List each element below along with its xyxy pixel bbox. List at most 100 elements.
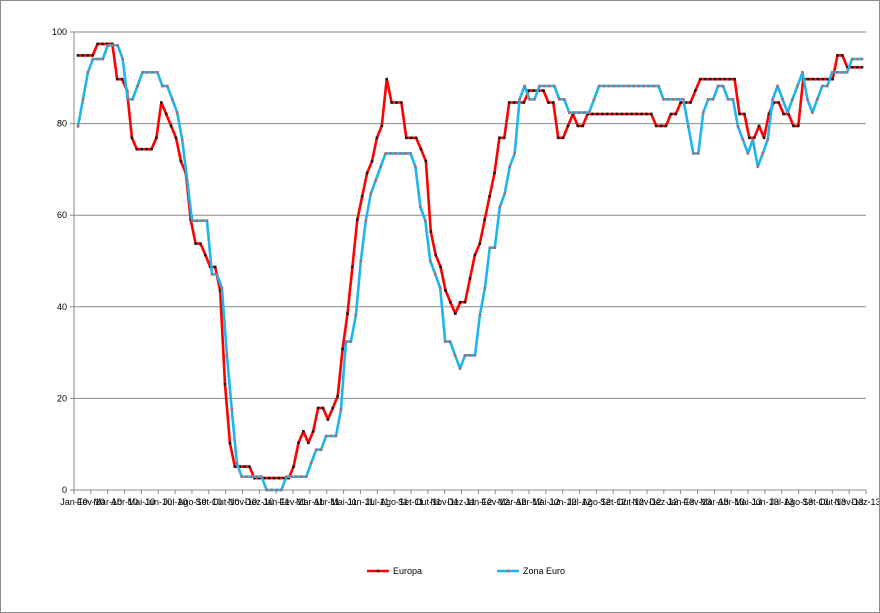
series-line-europa [78, 42, 862, 480]
data-point [771, 98, 774, 101]
data-point [86, 54, 90, 57]
x-tick-label: Jul-11 [365, 497, 389, 507]
data-point [615, 112, 619, 116]
data-point [836, 54, 839, 57]
data-point [365, 171, 369, 175]
data-point [782, 112, 785, 116]
data-point [463, 354, 467, 357]
data-point [429, 259, 432, 263]
data-point [379, 165, 382, 168]
data-point [218, 289, 222, 292]
data-point [86, 71, 90, 74]
data-point [160, 101, 163, 104]
x-tick-label: Mai-13 [734, 497, 762, 507]
data-point [164, 112, 168, 116]
data-point [751, 138, 755, 141]
data-point [295, 475, 298, 479]
data-point [394, 152, 397, 155]
data-point [213, 265, 217, 269]
data-point [581, 124, 584, 128]
x-tick-label: Jun-11 [347, 497, 374, 507]
data-point [359, 259, 363, 263]
data-point [761, 152, 765, 155]
data-point [419, 205, 422, 209]
y-tick-label: 20 [57, 393, 67, 403]
data-point [841, 54, 844, 57]
data-point [369, 192, 373, 195]
data-point [657, 84, 660, 88]
data-point [508, 165, 511, 168]
data-point [652, 84, 655, 88]
data-point [533, 98, 536, 101]
data-point [434, 253, 437, 257]
data-point [458, 300, 462, 304]
data-point [503, 192, 507, 195]
data-point [349, 340, 353, 343]
data-point [587, 111, 591, 114]
data-point [650, 112, 653, 116]
data-point [297, 441, 300, 445]
data-point [360, 195, 364, 198]
data-point [786, 111, 789, 114]
data-point [677, 98, 680, 101]
x-tick-label: Abr-13 [718, 497, 745, 507]
data-point [654, 124, 658, 128]
data-point [336, 394, 339, 398]
x-tick-label: Mar-13 [700, 497, 729, 507]
data-point [576, 124, 580, 128]
data-point [468, 354, 472, 357]
data-point [130, 136, 134, 140]
data-point [354, 313, 358, 317]
data-point [299, 475, 303, 479]
data-point [174, 136, 178, 140]
data-point [463, 300, 467, 304]
data-point [532, 89, 535, 92]
data-point [630, 112, 633, 116]
data-point [625, 112, 629, 116]
data-point [488, 246, 492, 250]
data-point [458, 367, 462, 370]
data-point [255, 475, 258, 479]
data-point [498, 136, 501, 140]
data-point [567, 111, 571, 114]
x-tick-label: Fev-10 [77, 497, 105, 507]
data-point [245, 475, 249, 479]
data-point [91, 54, 94, 57]
series-line-zona-euro [76, 43, 862, 492]
data-point [507, 101, 511, 104]
data-point [76, 125, 80, 128]
data-point [179, 159, 183, 163]
data-point [199, 242, 202, 245]
x-tick-label: Abr-11 [314, 497, 340, 507]
data-point [762, 136, 766, 140]
x-tick-label: Fev-11 [279, 497, 306, 507]
data-point [155, 136, 158, 140]
data-point [706, 98, 710, 101]
data-point [409, 136, 413, 140]
x-tick-label: Nov-10 [228, 497, 257, 507]
x-tick-label: Abr-12 [515, 497, 542, 507]
data-point [860, 57, 864, 61]
x-tick-label: Abr-10 [111, 497, 138, 507]
x-tick-label: Ago-10 [177, 497, 206, 507]
data-point [825, 84, 829, 88]
x-tick-label: Ago-12 [582, 497, 611, 507]
data-point [518, 98, 521, 101]
data-point [538, 84, 541, 88]
data-point [175, 111, 179, 114]
data-point [473, 354, 477, 357]
x-tick-label: Out-12 [616, 497, 644, 507]
x-tick-label: Set-10 [196, 497, 223, 507]
data-point [672, 98, 675, 101]
data-point [329, 434, 333, 438]
data-point [687, 125, 690, 128]
data-point [116, 43, 119, 47]
data-point [708, 77, 712, 81]
y-tick-label: 0 [62, 485, 67, 495]
data-point [344, 340, 348, 343]
data-point [346, 312, 349, 315]
data-point [356, 218, 359, 222]
data-point [831, 77, 834, 81]
data-point [228, 441, 232, 445]
data-point [324, 434, 328, 438]
